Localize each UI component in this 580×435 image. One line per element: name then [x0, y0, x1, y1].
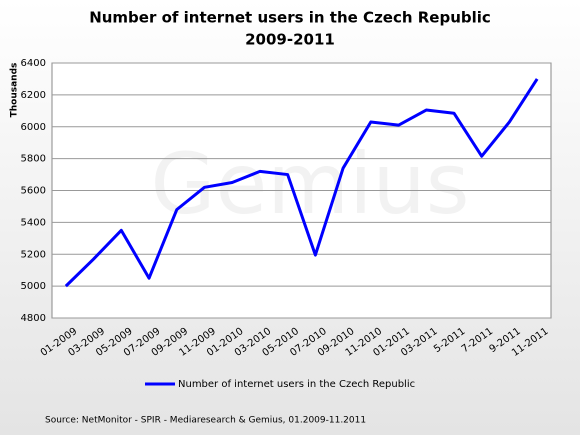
- y-tick-label: 5200: [21, 249, 46, 260]
- legend-label: Number of internet users in the Czech Re…: [178, 379, 415, 390]
- chart-title: Number of internet users in the Czech Re…: [89, 9, 491, 27]
- y-tick-label: 5600: [21, 186, 46, 197]
- watermark: Gemius: [151, 135, 470, 233]
- y-axis-label: Thousands: [10, 63, 20, 118]
- y-tick-label: 6400: [21, 58, 46, 69]
- y-tick-label: 4800: [21, 313, 46, 324]
- data-line: [64, 78, 539, 288]
- y-tick-label: 6200: [21, 90, 46, 101]
- chart-subtitle: 2009-2011: [245, 31, 335, 49]
- y-tick-label: 6000: [21, 122, 46, 133]
- y-tick-label: 5800: [21, 154, 46, 165]
- source: Source: NetMonitor - SPIR - Mediaresearc…: [45, 416, 366, 426]
- y-tick-label: 5000: [21, 281, 46, 292]
- y-tick-label: 5400: [21, 217, 46, 228]
